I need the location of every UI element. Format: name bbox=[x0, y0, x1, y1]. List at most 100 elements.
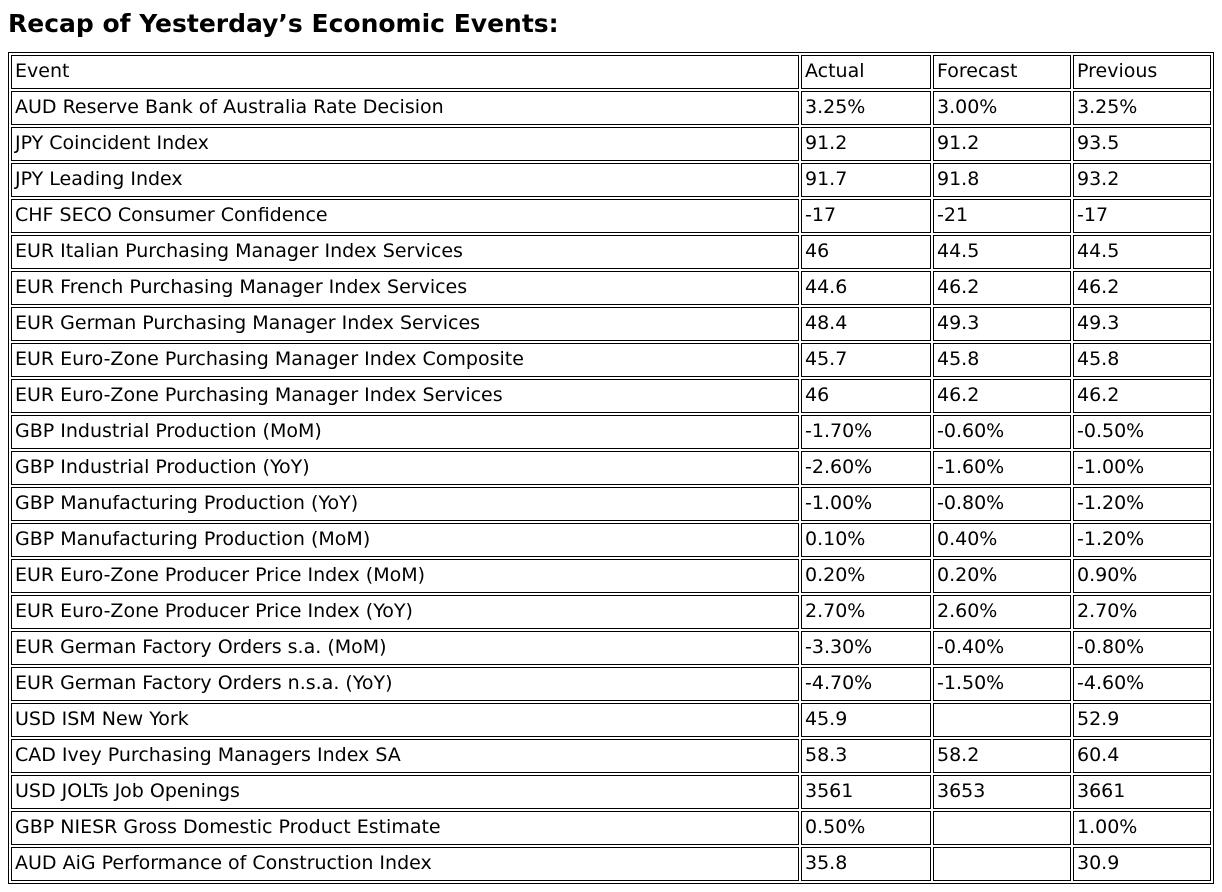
cell-previous: 46.2 bbox=[1073, 271, 1211, 305]
cell-forecast: 0.40% bbox=[933, 523, 1071, 557]
cell-previous: 2.70% bbox=[1073, 595, 1211, 629]
cell-actual: 45.7 bbox=[801, 343, 931, 377]
table-row: EUR German Factory Orders n.s.a. (YoY) -4… bbox=[11, 667, 1211, 701]
cell-event: CHF SECO Consumer Confidence bbox=[11, 199, 799, 233]
cell-forecast bbox=[933, 811, 1071, 845]
table-row: EUR French Purchasing Manager Index Serv… bbox=[11, 271, 1211, 305]
table-row: EUR Euro-Zone Producer Price Index (MoM)… bbox=[11, 559, 1211, 593]
cell-event: EUR Euro-Zone Producer Price Index (MoM) bbox=[11, 559, 799, 593]
table-row: USD ISM New York 45.9 52.9 bbox=[11, 703, 1211, 737]
cell-previous: 52.9 bbox=[1073, 703, 1211, 737]
cell-actual: 45.9 bbox=[801, 703, 931, 737]
table-row: EUR German Factory Orders s.a. (MoM) -3.3… bbox=[11, 631, 1211, 665]
cell-event: GBP NIESR Gross Domestic Product Estimat… bbox=[11, 811, 799, 845]
table-row: GBP Industrial Production (MoM) -1.70% -0.… bbox=[11, 415, 1211, 449]
column-header-event: Event bbox=[11, 55, 799, 89]
cell-event: CAD Ivey Purchasing Managers Index SA bbox=[11, 739, 799, 773]
economic-events-table: Event Actual Forecast Previous AUD Reser… bbox=[8, 52, 1214, 884]
cell-forecast: -0.80% bbox=[933, 487, 1071, 521]
cell-forecast: -1.60% bbox=[933, 451, 1071, 485]
cell-actual: 0.10% bbox=[801, 523, 931, 557]
cell-previous: 60.4 bbox=[1073, 739, 1211, 773]
cell-event: JPY Coincident Index bbox=[11, 127, 799, 161]
cell-previous: 49.3 bbox=[1073, 307, 1211, 341]
table-header-row: Event Actual Forecast Previous bbox=[11, 55, 1211, 89]
cell-actual: -3.30% bbox=[801, 631, 931, 665]
page-title: Recap of Yesterday’s Economic Events: bbox=[8, 9, 559, 38]
cell-actual: 0.50% bbox=[801, 811, 931, 845]
cell-actual: 35.8 bbox=[801, 847, 931, 881]
cell-forecast: 49.3 bbox=[933, 307, 1071, 341]
cell-previous: -1.00% bbox=[1073, 451, 1211, 485]
cell-previous: -1.20% bbox=[1073, 487, 1211, 521]
cell-actual: 44.6 bbox=[801, 271, 931, 305]
cell-actual: 46 bbox=[801, 379, 931, 413]
cell-actual: 3561 bbox=[801, 775, 931, 809]
cell-actual: -17 bbox=[801, 199, 931, 233]
cell-event: JPY Leading Index bbox=[11, 163, 799, 197]
column-header-forecast: Forecast bbox=[933, 55, 1071, 89]
table-row: EUR Euro-Zone Producer Price Index (YoY)… bbox=[11, 595, 1211, 629]
cell-actual: -2.60% bbox=[801, 451, 931, 485]
table-row: JPY Coincident Index 91.2 91.2 93.5 bbox=[11, 127, 1211, 161]
table-row: EUR Italian Purchasing Manager Index Ser… bbox=[11, 235, 1211, 269]
table-row: GBP Manufacturing Production (YoY) -1.00%… bbox=[11, 487, 1211, 521]
table-row: EUR Euro-Zone Purchasing Manager Index C… bbox=[11, 343, 1211, 377]
cell-actual: 91.7 bbox=[801, 163, 931, 197]
cell-event: EUR German Factory Orders s.a. (MoM) bbox=[11, 631, 799, 665]
cell-forecast: 46.2 bbox=[933, 379, 1071, 413]
table-row: GBP Industrial Production (YoY) -2.60% -1.… bbox=[11, 451, 1211, 485]
events-table-body: AUD Reserve Bank of Australia Rate Decis… bbox=[11, 91, 1211, 881]
table-row: GBP Manufacturing Production (MoM) 0.10% 0… bbox=[11, 523, 1211, 557]
cell-event: EUR German Factory Orders n.s.a. (YoY) bbox=[11, 667, 799, 701]
cell-actual: -1.70% bbox=[801, 415, 931, 449]
cell-actual: 48.4 bbox=[801, 307, 931, 341]
cell-forecast bbox=[933, 847, 1071, 881]
cell-event: USD ISM New York bbox=[11, 703, 799, 737]
cell-forecast: 2.60% bbox=[933, 595, 1071, 629]
cell-actual: -1.00% bbox=[801, 487, 931, 521]
cell-forecast: -0.60% bbox=[933, 415, 1071, 449]
cell-forecast: -0.40% bbox=[933, 631, 1071, 665]
cell-previous: 3661 bbox=[1073, 775, 1211, 809]
cell-forecast: 45.8 bbox=[933, 343, 1071, 377]
table-row: EUR Euro-Zone Purchasing Manager Index S… bbox=[11, 379, 1211, 413]
cell-previous: 93.2 bbox=[1073, 163, 1211, 197]
cell-forecast: 3653 bbox=[933, 775, 1071, 809]
cell-event: USD JOLTs Job Openings bbox=[11, 775, 799, 809]
table-row: AUD AiG Performance of Construction Inde… bbox=[11, 847, 1211, 881]
cell-event: EUR German Purchasing Manager Index Serv… bbox=[11, 307, 799, 341]
table-row: GBP NIESR Gross Domestic Product Estimat… bbox=[11, 811, 1211, 845]
cell-actual: 2.70% bbox=[801, 595, 931, 629]
cell-forecast: -1.50% bbox=[933, 667, 1071, 701]
cell-previous: 0.90% bbox=[1073, 559, 1211, 593]
table-row: AUD Reserve Bank of Australia Rate Decis… bbox=[11, 91, 1211, 125]
cell-event: EUR Euro-Zone Producer Price Index (YoY) bbox=[11, 595, 799, 629]
cell-forecast: -21 bbox=[933, 199, 1071, 233]
cell-previous: 3.25% bbox=[1073, 91, 1211, 125]
cell-forecast: 44.5 bbox=[933, 235, 1071, 269]
cell-event: EUR Euro-Zone Purchasing Manager Index S… bbox=[11, 379, 799, 413]
cell-forecast bbox=[933, 703, 1071, 737]
cell-event: AUD AiG Performance of Construction Inde… bbox=[11, 847, 799, 881]
cell-forecast: 3.00% bbox=[933, 91, 1071, 125]
cell-previous: 45.8 bbox=[1073, 343, 1211, 377]
cell-previous: -1.20% bbox=[1073, 523, 1211, 557]
cell-actual: 58.3 bbox=[801, 739, 931, 773]
cell-event: EUR French Purchasing Manager Index Serv… bbox=[11, 271, 799, 305]
cell-actual: 0.20% bbox=[801, 559, 931, 593]
cell-forecast: 46.2 bbox=[933, 271, 1071, 305]
cell-actual: 3.25% bbox=[801, 91, 931, 125]
column-header-actual: Actual bbox=[801, 55, 931, 89]
cell-event: EUR Euro-Zone Purchasing Manager Index C… bbox=[11, 343, 799, 377]
cell-previous: -0.80% bbox=[1073, 631, 1211, 665]
cell-forecast: 58.2 bbox=[933, 739, 1071, 773]
cell-previous: -4.60% bbox=[1073, 667, 1211, 701]
cell-forecast: 91.2 bbox=[933, 127, 1071, 161]
column-header-previous: Previous bbox=[1073, 55, 1211, 89]
cell-event: GBP Industrial Production (MoM) bbox=[11, 415, 799, 449]
table-row: CAD Ivey Purchasing Managers Index SA 58.… bbox=[11, 739, 1211, 773]
cell-previous: 93.5 bbox=[1073, 127, 1211, 161]
cell-event: GBP Manufacturing Production (YoY) bbox=[11, 487, 799, 521]
